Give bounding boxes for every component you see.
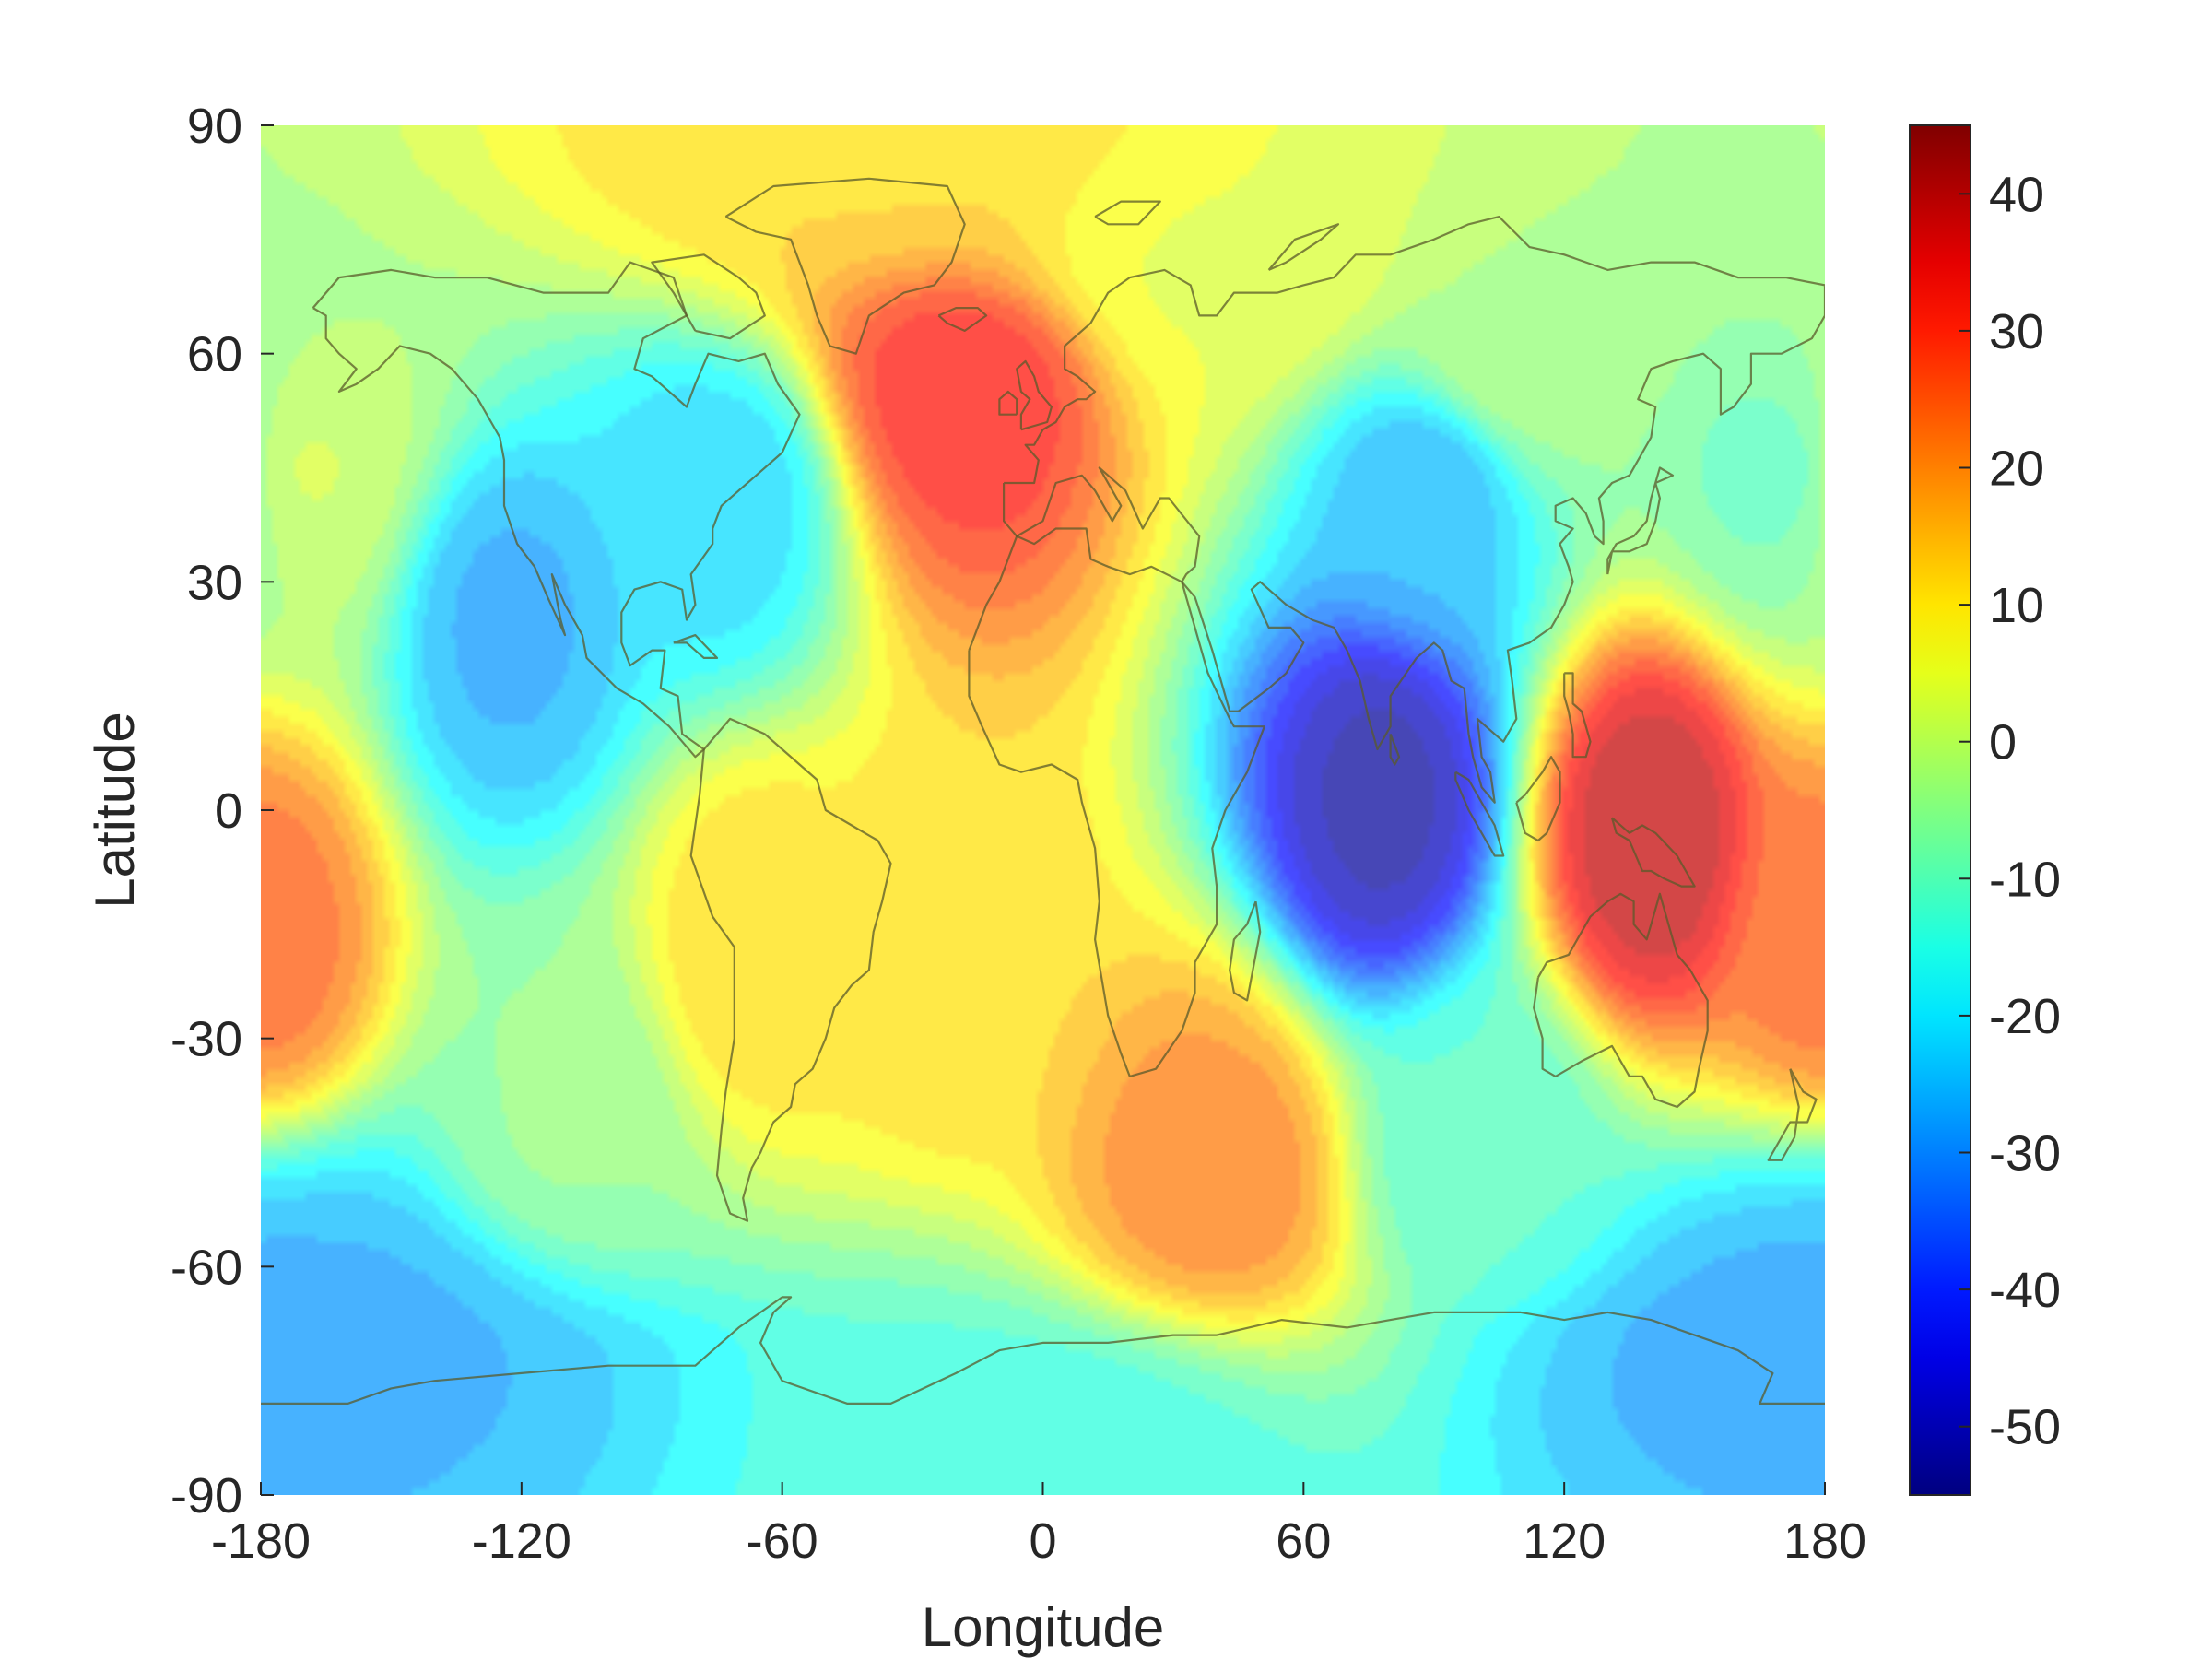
colorbar-tick-label: 20 <box>1989 441 2044 497</box>
coastline-overlay <box>261 177 1825 1405</box>
colorbar-tick-label: -20 <box>1989 989 2061 1044</box>
colorbar-ticks: 40 30 20 10 0 -10 -20 -30 -40 -50 <box>1959 167 2061 1455</box>
y-tick-label: 0 <box>215 783 242 839</box>
coastline-greenland <box>724 177 966 355</box>
y-tick-label: 90 <box>187 99 242 154</box>
y-tick-label: 60 <box>187 327 242 382</box>
plot-area <box>261 125 1825 1495</box>
coastline-borneo <box>1515 756 1561 842</box>
colorbar-tick-label: 30 <box>1989 304 2044 359</box>
x-tick-label: 120 <box>1523 1513 1606 1569</box>
heatmap-field <box>261 125 1825 1495</box>
coastline-madagascar <box>1229 900 1262 1002</box>
coastline-philippines <box>1563 672 1592 759</box>
x-tick-label: 0 <box>1029 1513 1056 1569</box>
coastline-africa <box>968 527 1265 1077</box>
x-tick-label: -120 <box>472 1513 571 1569</box>
colorbar-tick-label: 40 <box>1989 167 2044 222</box>
coastline-sumatra <box>1454 771 1505 857</box>
coastline-baffin <box>651 253 766 340</box>
y-tick-label: 30 <box>187 555 242 610</box>
y-axis: 90 60 30 0 -30 -60 -90 <box>171 99 274 1524</box>
x-tick-label: 60 <box>1276 1513 1331 1569</box>
x-tick-label: -60 <box>747 1513 818 1569</box>
coastline-cuba <box>673 634 719 659</box>
x-tick-label: 180 <box>1783 1513 1866 1569</box>
coastline-uk <box>1016 359 1053 431</box>
colorbar-tick-label: 10 <box>1989 578 2044 633</box>
y-tick-label: -60 <box>171 1240 242 1295</box>
x-axis-label: Longitude <box>922 1596 1165 1658</box>
coastline-japan <box>1606 466 1675 575</box>
colorbar-gradient <box>1909 124 1971 1496</box>
colorbar-tick-label: 0 <box>1989 715 2017 771</box>
coastline-ireland <box>998 390 1018 416</box>
y-tick-label: -30 <box>171 1012 242 1067</box>
y-tick-label: -90 <box>171 1468 242 1524</box>
colorbar: 40 30 20 10 0 -10 -20 -30 -40 -50 <box>1909 124 2061 1496</box>
coastline-australia <box>1533 892 1709 1109</box>
coastline-sri-lanka <box>1389 734 1401 766</box>
x-tick-label: -180 <box>211 1513 311 1569</box>
colorbar-tick-label: -40 <box>1989 1263 2061 1318</box>
x-axis: -180 -120 -60 0 60 120 180 <box>211 1482 1866 1569</box>
y-axis-label: Latitude <box>84 712 146 909</box>
coastline-svalbard <box>1094 200 1161 226</box>
coastline-north-america <box>312 261 801 759</box>
coastline-iceland <box>937 307 988 332</box>
coastline-antarctica <box>261 1296 1825 1405</box>
coastline-eurasia <box>1003 216 1825 804</box>
coastline-south-america <box>689 717 892 1222</box>
colorbar-tick-label: -30 <box>1989 1126 2061 1182</box>
coastline-novaya-zemlya <box>1267 223 1340 271</box>
colorbar-tick-label: -10 <box>1989 852 2061 907</box>
coastline-new-guinea <box>1610 817 1696 888</box>
coastline-new-zealand <box>1767 1068 1818 1161</box>
colorbar-tick-label: -50 <box>1989 1400 2061 1455</box>
